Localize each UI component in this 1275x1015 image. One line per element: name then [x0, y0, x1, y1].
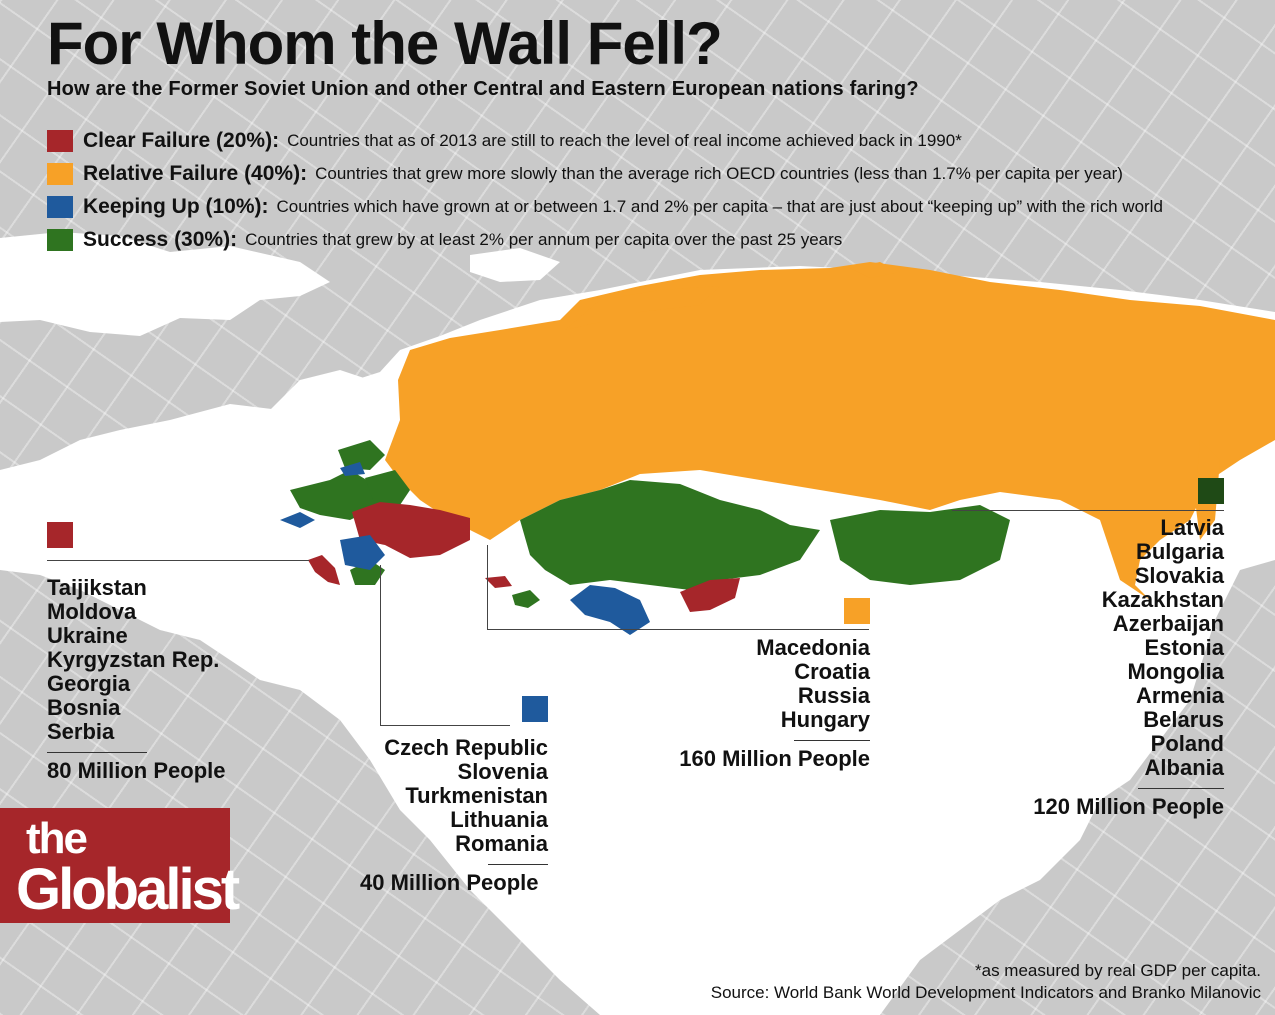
footnote-block: *as measured by real GDP per capita. Sou… [711, 960, 1261, 1004]
divider [488, 864, 548, 865]
legend-description: Countries that grew by at least 2% per a… [245, 229, 843, 249]
country-name: Bulgaria [1135, 539, 1224, 564]
legend-item-clear-failure: Clear Failure (20%): Countries that as o… [47, 124, 1163, 157]
divider [47, 752, 147, 753]
legend-label: Relative Failure (40%): [83, 161, 308, 185]
leader-relative-v [487, 545, 488, 630]
legend-label: Clear Failure (20%): [83, 128, 280, 152]
divider [1138, 788, 1224, 789]
country-kazakhstan [520, 480, 820, 590]
legend-description: Countries that grew more slowly than the… [315, 163, 1123, 183]
country-name: Slovenia [457, 759, 548, 784]
group-clear-failure: Taijikstan Moldova Ukraine Kyrgyzstan Rep. G… [47, 522, 225, 783]
footnote: *as measured by real GDP per capita. [975, 961, 1261, 980]
leader-keeping-up-h [380, 725, 510, 726]
population-total: 80 Million People [47, 758, 226, 783]
country-name: Hungary [780, 707, 870, 732]
country-name: Mongolia [1127, 659, 1224, 684]
country-list: Czech Republic Slovenia Turkmenistan Lithua… [360, 736, 548, 856]
country-russia [385, 262, 1275, 600]
country-list: Taijikstan Moldova Ukraine Kyrgyzstan Rep. G… [47, 576, 225, 744]
group-swatch-relative-failure [844, 598, 870, 624]
swatch-clear-failure [47, 129, 73, 152]
country-list: Latvia Bulgaria Slovakia Kazakhstan Azerbaij… [1010, 516, 1224, 780]
country-mongolia [830, 505, 1010, 585]
country-name: Macedonia [756, 635, 870, 660]
country-ukraine [352, 502, 470, 558]
country-name: Russia [797, 683, 870, 708]
country-georgia [485, 576, 512, 588]
country-name: Ukraine [47, 623, 128, 648]
legend: Clear Failure (20%): Countries that as o… [47, 124, 1163, 256]
group-success: Latvia Bulgaria Slovakia Kazakhstan Azerbaij… [1010, 516, 1224, 819]
leader-keeping-up-v [380, 565, 381, 725]
country-name: Slovakia [1134, 563, 1224, 588]
population-total: 40 Million People [360, 870, 539, 895]
country-name: Albania [1144, 755, 1224, 780]
land-svalbard [470, 248, 560, 282]
country-name: Azerbaijan [1112, 611, 1224, 636]
country-name: Romania [455, 831, 548, 856]
country-name: Kyrgyzstan Rep. [47, 647, 220, 672]
population-total: 160 Million People [679, 746, 870, 771]
country-poland [290, 470, 380, 520]
country-name: Latvia [1160, 515, 1224, 540]
land-scandinavia [260, 370, 370, 470]
logo-line-2: Globalist [16, 857, 240, 922]
land-greenland [0, 232, 330, 336]
group-relative-failure: Macedonia Croatia Russia Hungary 160 Millio… [660, 598, 870, 771]
land-britain [146, 440, 182, 510]
country-name: Taijikstan [47, 575, 147, 600]
page-title: For Whom the Wall Fell? [47, 10, 723, 77]
country-list: Macedonia Croatia Russia Hungary [660, 636, 870, 732]
legend-description: Countries that as of 2013 are still to r… [287, 130, 962, 150]
legend-item-success: Success (30%): Countries that grew by at… [47, 223, 1163, 256]
country-name: Lithuania [450, 807, 548, 832]
swatch-relative-failure [47, 162, 73, 185]
leader-success [952, 510, 1224, 511]
source: Source: World Bank World Development Ind… [710, 983, 1261, 1002]
legend-description: Countries which have grown at or between… [276, 196, 1163, 216]
legend-label: Success (30%): [83, 227, 238, 251]
country-name: Moldova [47, 599, 137, 624]
logo-line-1: the [26, 814, 88, 863]
country-name: Turkmenistan [405, 783, 548, 808]
country-belarus [365, 470, 410, 505]
legend-item-relative-failure: Relative Failure (40%): Countries that g… [47, 157, 1163, 190]
country-czech [280, 512, 315, 528]
page-subtitle: How are the Former Soviet Union and othe… [47, 78, 919, 100]
country-baltics [338, 440, 385, 470]
country-name: Belarus [1143, 707, 1224, 732]
country-name: Czech Republic [384, 735, 548, 760]
legend-item-keeping-up: Keeping Up (10%): Countries which have g… [47, 190, 1163, 223]
group-swatch-keeping-up [522, 696, 548, 722]
country-name: Croatia [794, 659, 870, 684]
globalist-logo: the Globalist [0, 808, 240, 923]
swatch-success [47, 228, 73, 251]
country-turkmenistan [570, 585, 650, 635]
country-balkans [308, 555, 340, 585]
country-romania [340, 535, 385, 570]
leader-clear-failure [47, 560, 309, 561]
legend-label: Keeping Up (10%): [83, 194, 269, 218]
country-name: Kazakhstan [1101, 587, 1224, 612]
success-swatch-map [1198, 478, 1224, 504]
country-name: Serbia [47, 719, 115, 744]
leader-relative-h [487, 629, 869, 630]
country-name: Armenia [1135, 683, 1224, 708]
group-swatch-clear-failure [47, 522, 73, 548]
country-name: Georgia [47, 671, 131, 696]
country-caucasus [512, 590, 540, 608]
population-total: 120 Million People [1033, 794, 1224, 819]
country-name: Poland [1150, 731, 1224, 756]
divider [794, 740, 870, 741]
country-lithuania [340, 462, 365, 476]
country-tajikistan [680, 578, 740, 612]
country-name: Estonia [1144, 635, 1224, 660]
swatch-keeping-up [47, 195, 73, 218]
group-keeping-up: Czech Republic Slovenia Turkmenistan Lithua… [360, 696, 548, 895]
country-name: Bosnia [47, 695, 121, 720]
